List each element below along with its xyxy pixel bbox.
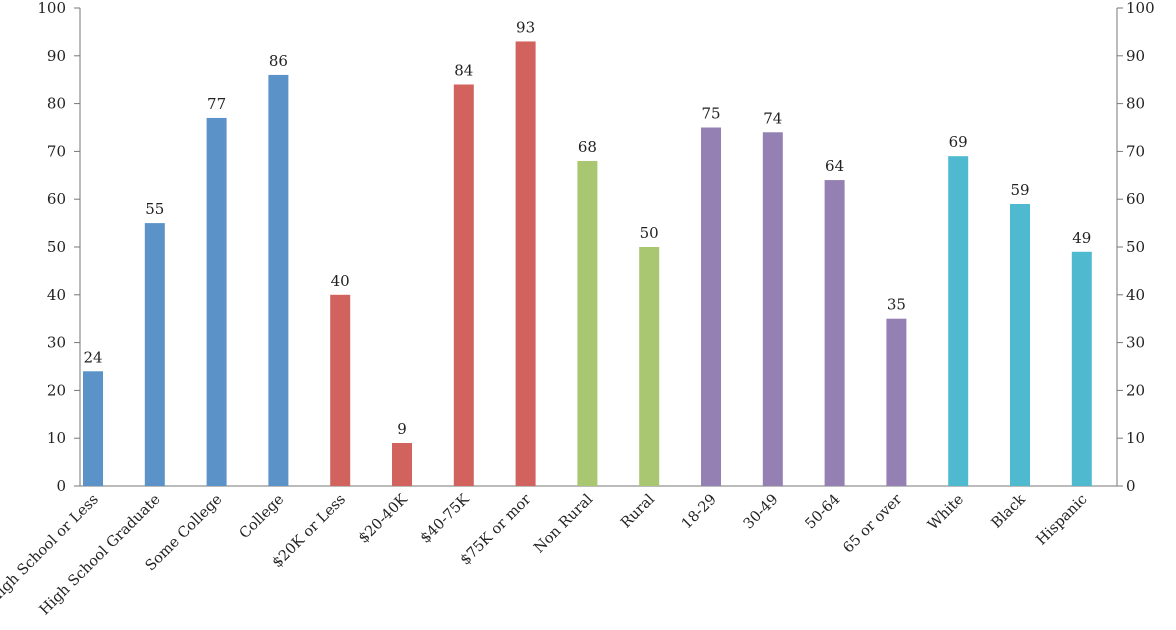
right-y-tick-label: 90: [1126, 47, 1145, 65]
category-label: $20-40K: [356, 491, 412, 547]
bar: [206, 117, 227, 486]
category-label: 18-29: [679, 492, 720, 533]
bar: [701, 127, 721, 486]
bar: [330, 294, 351, 486]
data-label: 77: [207, 95, 226, 113]
bar: [762, 132, 783, 486]
data-label: 86: [269, 52, 288, 70]
axes-group: 0 0 10 10 20 20 30 30 40 40 50 50 60 60 70 70 80 80 90 90 10…: [37, 0, 1154, 495]
right-y-tick-label: 60: [1126, 190, 1145, 208]
left-y-tick-label: 40: [47, 286, 66, 304]
data-label: 24: [83, 348, 102, 366]
bar: [577, 160, 598, 486]
left-y-tick-label: 10: [47, 429, 66, 447]
bar: [639, 247, 660, 486]
left-y-tick-label: 70: [47, 142, 66, 160]
bar: [392, 442, 412, 486]
bar: [948, 156, 969, 486]
bar: [886, 318, 907, 486]
data-label: 49: [1072, 229, 1091, 247]
left-y-tick-label: 0: [56, 477, 66, 495]
left-y-tick-label: 100: [37, 0, 66, 17]
category-label: 30-49: [741, 492, 782, 533]
data-label: 9: [397, 420, 407, 438]
category-label: $40-75K: [418, 491, 474, 547]
category-label: Rural: [618, 491, 658, 531]
bar: [144, 223, 165, 486]
category-label: High School or Less: [0, 492, 102, 608]
bar: [515, 41, 536, 487]
category-label: 50-64: [803, 492, 844, 533]
right-y-tick-label: 10: [1126, 429, 1145, 447]
data-label: 59: [1010, 181, 1029, 199]
right-y-tick-label: 80: [1126, 95, 1145, 113]
data-label: 40: [331, 272, 350, 290]
category-label: Non Rural: [531, 491, 596, 556]
bars-group: [83, 41, 1092, 487]
data-label: 64: [825, 157, 844, 175]
category-label: Black: [989, 491, 1029, 531]
category-label: Hispanic: [1034, 492, 1091, 549]
data-label: 84: [454, 61, 473, 79]
data-label: 50: [640, 224, 659, 242]
left-y-tick-label: 20: [47, 381, 66, 399]
right-y-tick-label: 40: [1126, 286, 1145, 304]
right-y-tick-label: 100: [1126, 0, 1155, 17]
left-y-tick-label: 60: [47, 190, 66, 208]
category-label: White: [925, 492, 967, 534]
data-label: 74: [763, 109, 782, 127]
data-label: 35: [887, 296, 906, 314]
bar: [453, 84, 474, 486]
left-y-tick-label: 50: [47, 238, 66, 256]
category-label: 65 or over: [840, 491, 905, 556]
right-y-tick-label: 70: [1126, 142, 1145, 160]
right-y-tick-label: 20: [1126, 381, 1145, 399]
left-y-tick-label: 80: [47, 95, 66, 113]
bar: [824, 180, 845, 486]
right-y-tick-label: 0: [1126, 477, 1136, 495]
left-y-tick-label: 90: [47, 47, 66, 65]
bar: [268, 74, 289, 487]
right-y-tick-label: 50: [1126, 238, 1145, 256]
data-label: 93: [516, 18, 535, 36]
data-label: 75: [701, 105, 720, 123]
bar: [1071, 251, 1092, 486]
category-label: College: [237, 492, 288, 543]
data-label: 69: [949, 133, 968, 151]
bar: [83, 371, 103, 486]
category-label: High School Graduate: [37, 492, 164, 619]
data-label: 55: [145, 200, 164, 218]
left-y-tick-label: 30: [47, 334, 66, 352]
bar: [1010, 203, 1030, 487]
data-label: 68: [578, 138, 597, 156]
right-y-tick-label: 30: [1126, 334, 1145, 352]
